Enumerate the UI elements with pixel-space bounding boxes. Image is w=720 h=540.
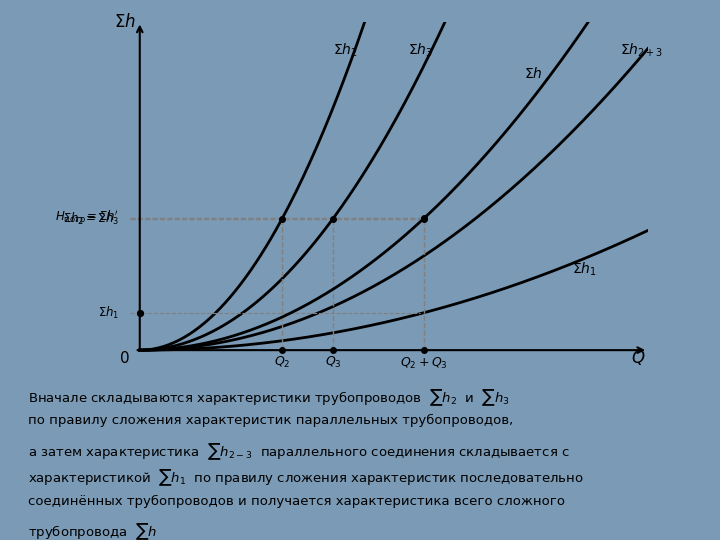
Text: характеристикой  $\sum h_1$  по правилу сложения характеристик последовательно: характеристикой $\sum h_1$ по правилу сл…: [28, 468, 584, 488]
Text: $H_{\text{потр}} = \Sigma h'$: $H_{\text{потр}} = \Sigma h'$: [55, 209, 120, 227]
Text: по правилу сложения характеристик параллельных трубопроводов,: по правилу сложения характеристик паралл…: [28, 414, 513, 427]
Text: $\Sigma h_1$: $\Sigma h_1$: [572, 261, 597, 278]
Text: 0: 0: [120, 350, 130, 366]
Text: $\Sigma h_2 = \Sigma h_3$: $\Sigma h_2 = \Sigma h_3$: [63, 211, 120, 227]
Text: а затем характеристика  $\sum h_{2-3}$  параллельного соединения складывается с: а затем характеристика $\sum h_{2-3}$ па…: [28, 441, 570, 462]
Text: $\Sigma h_{2+3}$: $\Sigma h_{2+3}$: [620, 42, 663, 59]
Text: $\Sigma h$: $\Sigma h$: [114, 13, 135, 31]
Text: $Q_3$: $Q_3$: [325, 355, 341, 370]
Text: $Q$: $Q$: [631, 348, 645, 367]
Text: $\Sigma h$: $\Sigma h$: [524, 66, 543, 81]
Text: соединённых трубопроводов и получается характеристика всего сложного: соединённых трубопроводов и получается х…: [28, 495, 565, 508]
Text: $Q_2+Q_3$: $Q_2+Q_3$: [400, 356, 449, 372]
Text: трубопровода  $\sum h$: трубопровода $\sum h$: [28, 521, 158, 540]
Text: $\Sigma h_2$: $\Sigma h_2$: [333, 42, 358, 59]
Text: $\Sigma h_1$: $\Sigma h_1$: [98, 305, 120, 321]
Text: $Q_2$: $Q_2$: [274, 355, 290, 370]
Text: Вначале складываются характеристики трубопроводов  $\sum h_2$  и  $\sum h_3$: Вначале складываются характеристики труб…: [28, 387, 510, 408]
Text: $\Sigma h_3$: $\Sigma h_3$: [408, 42, 433, 59]
